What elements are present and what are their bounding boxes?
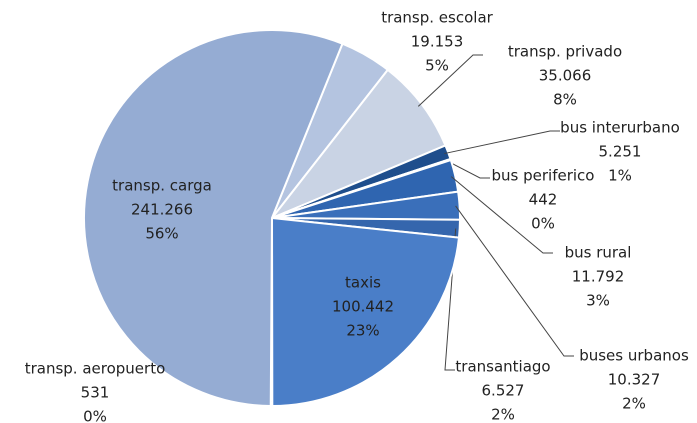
slice-name: buses urbanos	[579, 347, 689, 365]
slice-percent: 0%	[531, 215, 555, 233]
slice-name: transantiago	[455, 358, 550, 376]
slice-name: transp. privado	[508, 43, 622, 61]
slice-percent: 5%	[425, 57, 449, 75]
slice-value: 241.266	[131, 201, 193, 219]
leader-line	[450, 176, 553, 254]
slice-value: 6.527	[482, 382, 525, 400]
leader-line	[446, 160, 490, 179]
slice-name: taxis	[345, 274, 381, 292]
slice-name: transp. escolar	[381, 9, 493, 27]
slice-value: 5.251	[599, 143, 642, 161]
slice-name: bus rural	[565, 244, 632, 262]
slice-percent: 3%	[586, 292, 610, 310]
slice-value: 100.442	[332, 298, 394, 316]
leader-line	[417, 54, 483, 107]
slice-percent: 1%	[608, 167, 632, 185]
slice-name: transp. aeropuerto	[25, 360, 166, 378]
slice-percent: 8%	[553, 91, 577, 109]
slice-percent: 2%	[491, 406, 515, 423]
leader-line	[455, 205, 574, 357]
slice-percent: 2%	[622, 395, 646, 413]
slice-value: 19.153	[411, 33, 464, 51]
slice-value: 442	[529, 191, 558, 209]
slice-percent: 23%	[346, 322, 379, 340]
slice-value: 11.792	[572, 268, 625, 286]
pie-slice	[270, 216, 461, 408]
slice-value: 35.066	[539, 67, 592, 85]
leader-line	[444, 130, 560, 155]
slice-percent: 56%	[145, 225, 178, 243]
slice-name: transp. carga	[112, 177, 212, 195]
slice-value: 10.327	[608, 371, 661, 389]
slice-name: bus interurbano	[560, 119, 680, 137]
pie-slice	[83, 29, 344, 408]
slice-value: 531	[81, 384, 110, 402]
slice-percent: 0%	[83, 408, 107, 423]
slice-name: bus periferico	[492, 167, 595, 185]
leader-line	[444, 228, 457, 371]
